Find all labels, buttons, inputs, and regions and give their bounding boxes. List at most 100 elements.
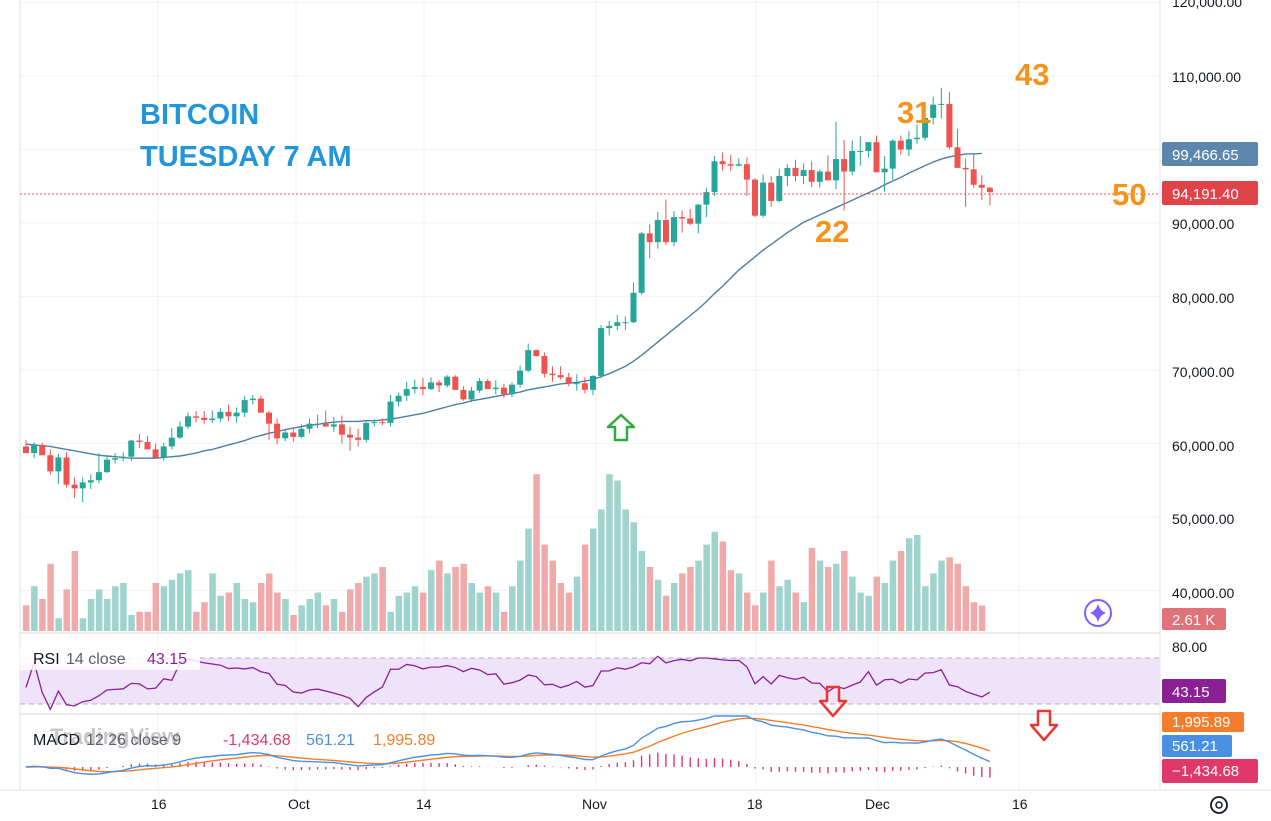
volume-bar — [39, 599, 46, 631]
time-tick: 14 — [416, 796, 432, 812]
svg-text:43.15: 43.15 — [1172, 684, 1210, 701]
volume-bar — [889, 560, 897, 631]
candle-body — [160, 446, 167, 458]
volume-bar — [128, 615, 135, 631]
candle-body — [517, 370, 524, 385]
volume-bar — [120, 583, 127, 631]
macd-params: 12 26 close 9 — [86, 732, 181, 749]
volume-bar — [395, 595, 403, 631]
candle-body — [95, 472, 102, 481]
svg-text:−1,434.68: −1,434.68 — [1172, 763, 1239, 780]
candle-body — [735, 164, 742, 166]
candle-body — [922, 117, 929, 138]
volume-bar — [249, 602, 257, 631]
candle-body — [622, 322, 629, 324]
candle-body — [444, 376, 451, 386]
macd-title: MACD — [33, 732, 80, 749]
volume-bar — [322, 605, 330, 631]
rsi-badge: 43.15 — [1162, 679, 1226, 703]
candle-body — [436, 382, 443, 386]
volume-bar — [23, 605, 30, 631]
candle-body — [865, 142, 872, 151]
settings-gear-icon[interactable] — [1210, 796, 1228, 814]
candle-body — [671, 217, 677, 243]
volume-bar — [930, 573, 937, 631]
price-axis[interactable]: 120,000.00 110,000.00 90,000.00 80,000.0… — [1172, 0, 1242, 601]
volume-bar — [209, 573, 216, 631]
candle-body — [978, 184, 985, 188]
candle-body — [314, 423, 321, 425]
sell-arrow-icon — [818, 685, 848, 718]
volume-bar — [136, 611, 143, 631]
candle-body — [144, 442, 151, 450]
macd-signal-value: 1,995.89 — [373, 732, 435, 749]
volume-bar — [703, 544, 710, 631]
volume-bar — [274, 592, 281, 631]
candlestick-series — [23, 87, 993, 503]
macd-legend[interactable]: MACD 12 26 close 9 -1,434.68 561.21 1,99… — [33, 732, 435, 749]
candle-body — [905, 139, 912, 150]
candle-body — [379, 422, 386, 424]
buy-arrow-icon — [606, 413, 636, 442]
candle-body — [792, 167, 799, 176]
candle-body — [290, 432, 297, 437]
macd-polyline — [25, 715, 991, 775]
volume-bar — [347, 589, 354, 631]
candle-body — [638, 233, 645, 293]
candle-body — [39, 444, 46, 456]
volume-bar — [881, 583, 889, 631]
macd-line-badge: 561.21 — [1162, 735, 1232, 757]
candle-body — [55, 457, 62, 472]
volume-bar — [185, 570, 192, 631]
candle-body — [484, 381, 491, 390]
annotation-31: 31 — [897, 95, 931, 130]
candle-body — [31, 444, 38, 454]
candle-body — [395, 395, 402, 402]
volume-bar — [646, 567, 654, 631]
volume-bar — [841, 551, 848, 631]
volume-bar — [549, 560, 556, 631]
volume-bar — [711, 531, 718, 631]
candle-body — [549, 373, 556, 376]
volume-bar — [687, 567, 694, 631]
time-axis[interactable]: 16 Oct 14 Nov 18 Dec 16 — [151, 796, 1028, 812]
svg-text:1,995.89: 1,995.89 — [1172, 714, 1230, 731]
price-tick: 70,000.00 — [1172, 364, 1234, 380]
title-line-1: BITCOIN — [140, 99, 259, 131]
volume-bar — [654, 579, 662, 631]
volume-bar — [168, 579, 176, 631]
candle-body — [63, 457, 70, 485]
candle-body — [914, 137, 920, 140]
rsi-band — [20, 658, 1160, 704]
volume-bar — [152, 583, 160, 631]
candle-body — [590, 375, 596, 390]
volume-bar — [776, 586, 783, 631]
volume-bar — [31, 586, 38, 631]
candle-body — [185, 416, 191, 427]
volume-bar — [282, 599, 289, 631]
volume-bar — [306, 599, 313, 631]
ma-price-badge: 99,466.65 — [1162, 142, 1258, 166]
volume-bar — [752, 605, 759, 631]
volume-bar — [225, 592, 232, 631]
volume-bar — [970, 602, 978, 631]
sparkle-icon[interactable] — [1084, 599, 1112, 627]
price-tick: 50,000.00 — [1172, 511, 1234, 527]
volume-bar — [411, 586, 419, 631]
candle-body — [695, 204, 702, 224]
candle-body — [509, 384, 515, 395]
volume-bar — [792, 592, 799, 631]
volume-bar — [590, 528, 597, 631]
rsi-legend[interactable]: RSI 14 close 43.15 — [33, 651, 187, 668]
volume-bar — [403, 592, 411, 631]
volume-bar — [662, 595, 670, 631]
volume-bar — [614, 480, 621, 631]
candle-body — [857, 150, 864, 152]
candle-body — [225, 411, 232, 417]
last-price-badge: 94,191.40 — [1162, 181, 1258, 205]
candle-body — [193, 416, 200, 418]
candle-body — [938, 103, 945, 105]
volume-bar — [671, 583, 678, 631]
volume-bar — [266, 573, 273, 631]
